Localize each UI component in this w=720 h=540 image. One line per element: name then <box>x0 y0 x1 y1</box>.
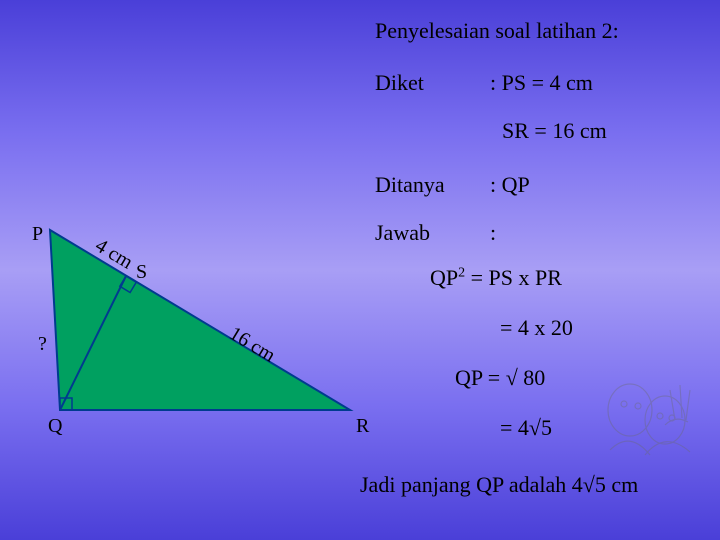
sqrt-symbol: √ <box>583 472 595 497</box>
vertex-r-label: R <box>356 415 370 437</box>
work-step-3: = 4√5 <box>500 415 552 441</box>
row-value-2: : QP <box>490 172 530 198</box>
vertex-s-label: S <box>136 261 147 283</box>
slide-title: Penyelesaian soal latihan 2: <box>375 18 619 44</box>
question-mark-label: ? <box>38 333 47 355</box>
row-value-3: : <box>490 220 496 246</box>
vertex-q-label: Q <box>48 415 63 437</box>
work-step-2: QP = √ 80 <box>455 365 545 391</box>
work-step-0: QP2 = PS x PR <box>430 265 562 291</box>
triangle-svg: P Q R S 4 cm 16 cm ? <box>30 220 370 440</box>
conclusion-prefix: Jadi panjang QP adalah 4 <box>360 472 583 497</box>
row-value-1: SR = 16 cm <box>502 118 607 144</box>
row-label-3: Jawab <box>375 220 430 246</box>
work-step-1: = 4 x 20 <box>500 315 573 341</box>
row-label-0: Diket <box>375 70 424 96</box>
decorative-sketch <box>590 360 710 470</box>
conclusion-value: 5 cm <box>595 472 638 497</box>
triangle-diagram: P Q R S 4 cm 16 cm ? <box>30 220 370 440</box>
triangle-shape <box>50 230 350 410</box>
conclusion-line: Jadi panjang QP adalah 4√5 cm <box>360 472 638 498</box>
row-label-2: Ditanya <box>375 172 445 198</box>
vertex-p-label: P <box>32 223 43 245</box>
decor-svg <box>590 360 710 470</box>
row-value-0: : PS = 4 cm <box>490 70 593 96</box>
